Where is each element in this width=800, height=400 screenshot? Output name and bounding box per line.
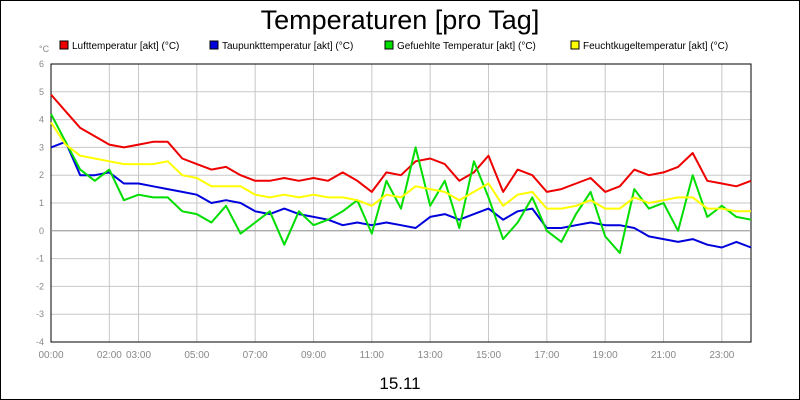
y-tick-label: -2	[36, 281, 44, 291]
series-layer	[50, 93, 752, 254]
series-line	[50, 140, 752, 249]
legend-label: Gefuehlte Temperatur [akt] (°C)	[397, 41, 536, 52]
x-tick-label: 13:00	[418, 350, 443, 361]
y-tick-label: 6	[39, 59, 44, 69]
legend-swatch	[570, 40, 580, 50]
x-tick-label: 05:00	[184, 350, 209, 361]
y-tick-label: 3	[39, 142, 44, 152]
legend-label: Taupunkttemperatur [akt] (°C)	[222, 41, 353, 52]
x-tick-label: 19:00	[593, 350, 618, 361]
plot-area	[50, 63, 752, 343]
x-tick-label: 21:00	[651, 350, 676, 361]
x-tick-label: 11:00	[360, 350, 385, 361]
legend-swatch	[384, 40, 394, 50]
x-tick-label: 09:00	[301, 350, 326, 361]
grid	[51, 64, 751, 342]
legend-label: Lufttemperatur [akt] (°C)	[72, 41, 179, 52]
y-tick-label: -1	[36, 254, 44, 264]
y-tick-label: 0	[39, 226, 44, 236]
legend-swatch	[59, 40, 69, 50]
legend: Lufttemperatur [akt] (°C) Taupunkttempera…	[59, 40, 728, 52]
y-unit-label: °C	[39, 44, 50, 54]
y-tick-label: -4	[36, 337, 44, 347]
y-axis: 6 5 4 3 2 1 0 -1 -2 -3 -4	[36, 59, 44, 347]
x-axis-label: 15.11	[379, 374, 420, 393]
series-line	[50, 93, 752, 193]
x-tick-label: 23:00	[709, 350, 734, 361]
legend-label: Feuchtkugeltemperatur [akt] (°C)	[583, 41, 728, 52]
series-line	[50, 121, 751, 213]
x-tick-label: 07:00	[243, 350, 268, 361]
y-tick-label: 2	[39, 170, 44, 180]
x-tick-label: 00:00	[38, 350, 63, 361]
series-line	[50, 113, 752, 254]
x-tick-label: 03:00	[126, 350, 151, 361]
y-tick-label: -3	[36, 309, 44, 319]
x-tick-label: 02:00	[97, 350, 122, 361]
legend-swatch	[209, 40, 219, 50]
y-tick-label: 1	[39, 198, 44, 208]
y-tick-label: 4	[39, 115, 44, 125]
x-axis: 00:00 02:00 03:00 05:00 07:00 09:00 11:00 13:00…	[38, 350, 734, 361]
chart-title: Temperaturen [pro Tag]	[261, 5, 540, 35]
y-tick-label: 5	[39, 87, 44, 97]
x-tick-label: 15:00	[476, 350, 501, 361]
x-tick-label: 17:00	[534, 350, 559, 361]
